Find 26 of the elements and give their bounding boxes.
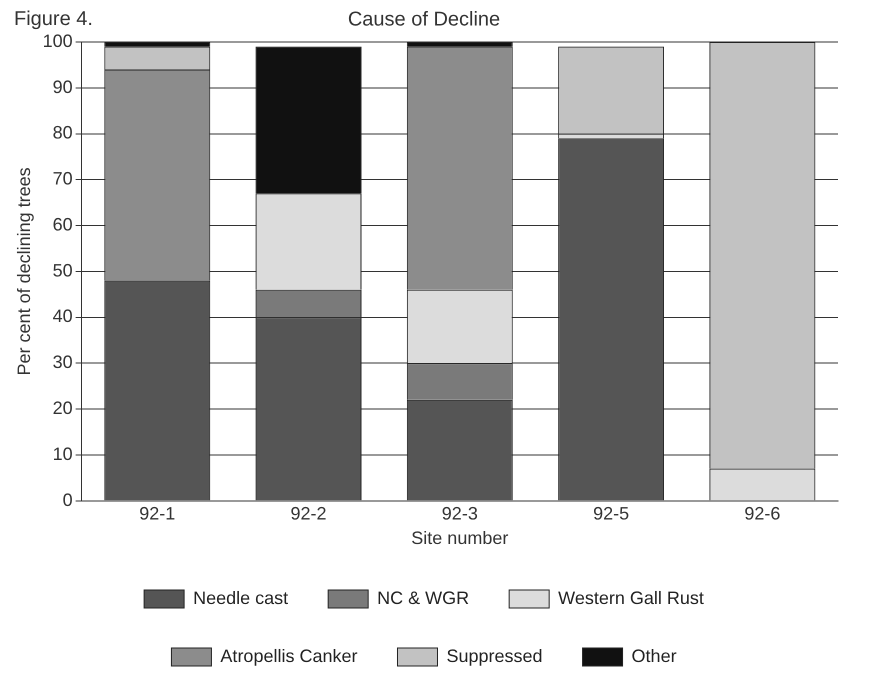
y-tick-label: 30 xyxy=(52,352,73,372)
y-axis-title: Per cent of declining trees xyxy=(14,167,34,376)
x-tick-label: 92-5 xyxy=(593,504,630,524)
legend-label: Needle cast xyxy=(193,588,288,608)
legend-label: NC & WGR xyxy=(377,588,470,608)
y-tick-label: 20 xyxy=(52,398,73,418)
y-tick-label: 0 xyxy=(62,490,73,510)
legend-label: Suppressed xyxy=(446,646,543,666)
y-tick-label: 10 xyxy=(52,444,73,464)
x-axis-title: Site number xyxy=(411,528,508,548)
caption: Figure 4. xyxy=(14,8,93,31)
y-tick-label: 100 xyxy=(42,30,73,51)
y-tick-label: 80 xyxy=(52,122,73,143)
chart-title: Cause of Decline xyxy=(348,8,500,31)
legend-label: Western Gall Rust xyxy=(558,588,704,608)
y-tick-label: 90 xyxy=(52,76,73,97)
y-tick-label: 50 xyxy=(52,260,73,280)
x-tick-label: 92-1 xyxy=(139,504,176,524)
y-tick-label: 70 xyxy=(52,168,73,189)
x-tick-label: 92-3 xyxy=(442,504,478,524)
y-tick-label: 40 xyxy=(52,306,73,326)
x-tick-label: 92-6 xyxy=(744,504,780,524)
x-tick-label: 92-2 xyxy=(290,504,327,524)
legend-label: Other xyxy=(632,646,677,666)
legend-label: Atropellis Canker xyxy=(220,646,358,666)
y-tick-label: 60 xyxy=(52,214,73,234)
